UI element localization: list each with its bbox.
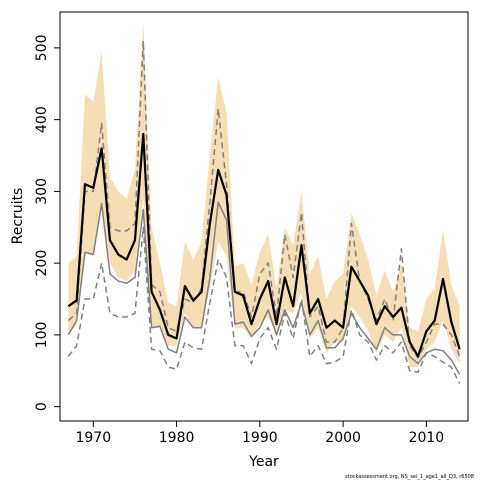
x-tick-label-1980: 1980: [159, 430, 195, 446]
source-footnote: stockassessment.org, NS_sei_1_age1_all_Q…: [345, 474, 474, 480]
plot-frame: [59, 11, 469, 422]
x-axis-title: Year: [248, 454, 279, 470]
series-layer: [67, 39, 461, 385]
y-tick-label-100: 100: [34, 322, 50, 349]
x-tick-label-1990: 1990: [242, 430, 278, 446]
y-axis: 0 100 200 300 400 500: [34, 35, 60, 411]
y-tick-label-300: 300: [34, 178, 50, 205]
y-axis-title: Recruits: [10, 188, 26, 245]
y-tick-label-500: 500: [34, 35, 50, 62]
y-tick-label-0: 0: [34, 402, 50, 411]
y-tick-label-400: 400: [34, 106, 50, 133]
series-line-comparison-dashed-lower: [67, 226, 461, 385]
x-axis: 1970 1980 1990 2000 2010: [75, 421, 444, 446]
confidence-band: [68, 22, 460, 368]
x-tick-label-2000: 2000: [325, 430, 361, 446]
confidence-band-layer: [68, 22, 460, 368]
y-tick-label-200: 200: [34, 250, 50, 277]
x-tick-label-2010: 2010: [409, 430, 445, 446]
series-line-comparison-dashed-upper: [67, 39, 461, 359]
series-line-comparison-solid: [67, 201, 461, 375]
x-tick-label-1970: 1970: [75, 430, 111, 446]
series-line-estimate: [67, 132, 461, 358]
